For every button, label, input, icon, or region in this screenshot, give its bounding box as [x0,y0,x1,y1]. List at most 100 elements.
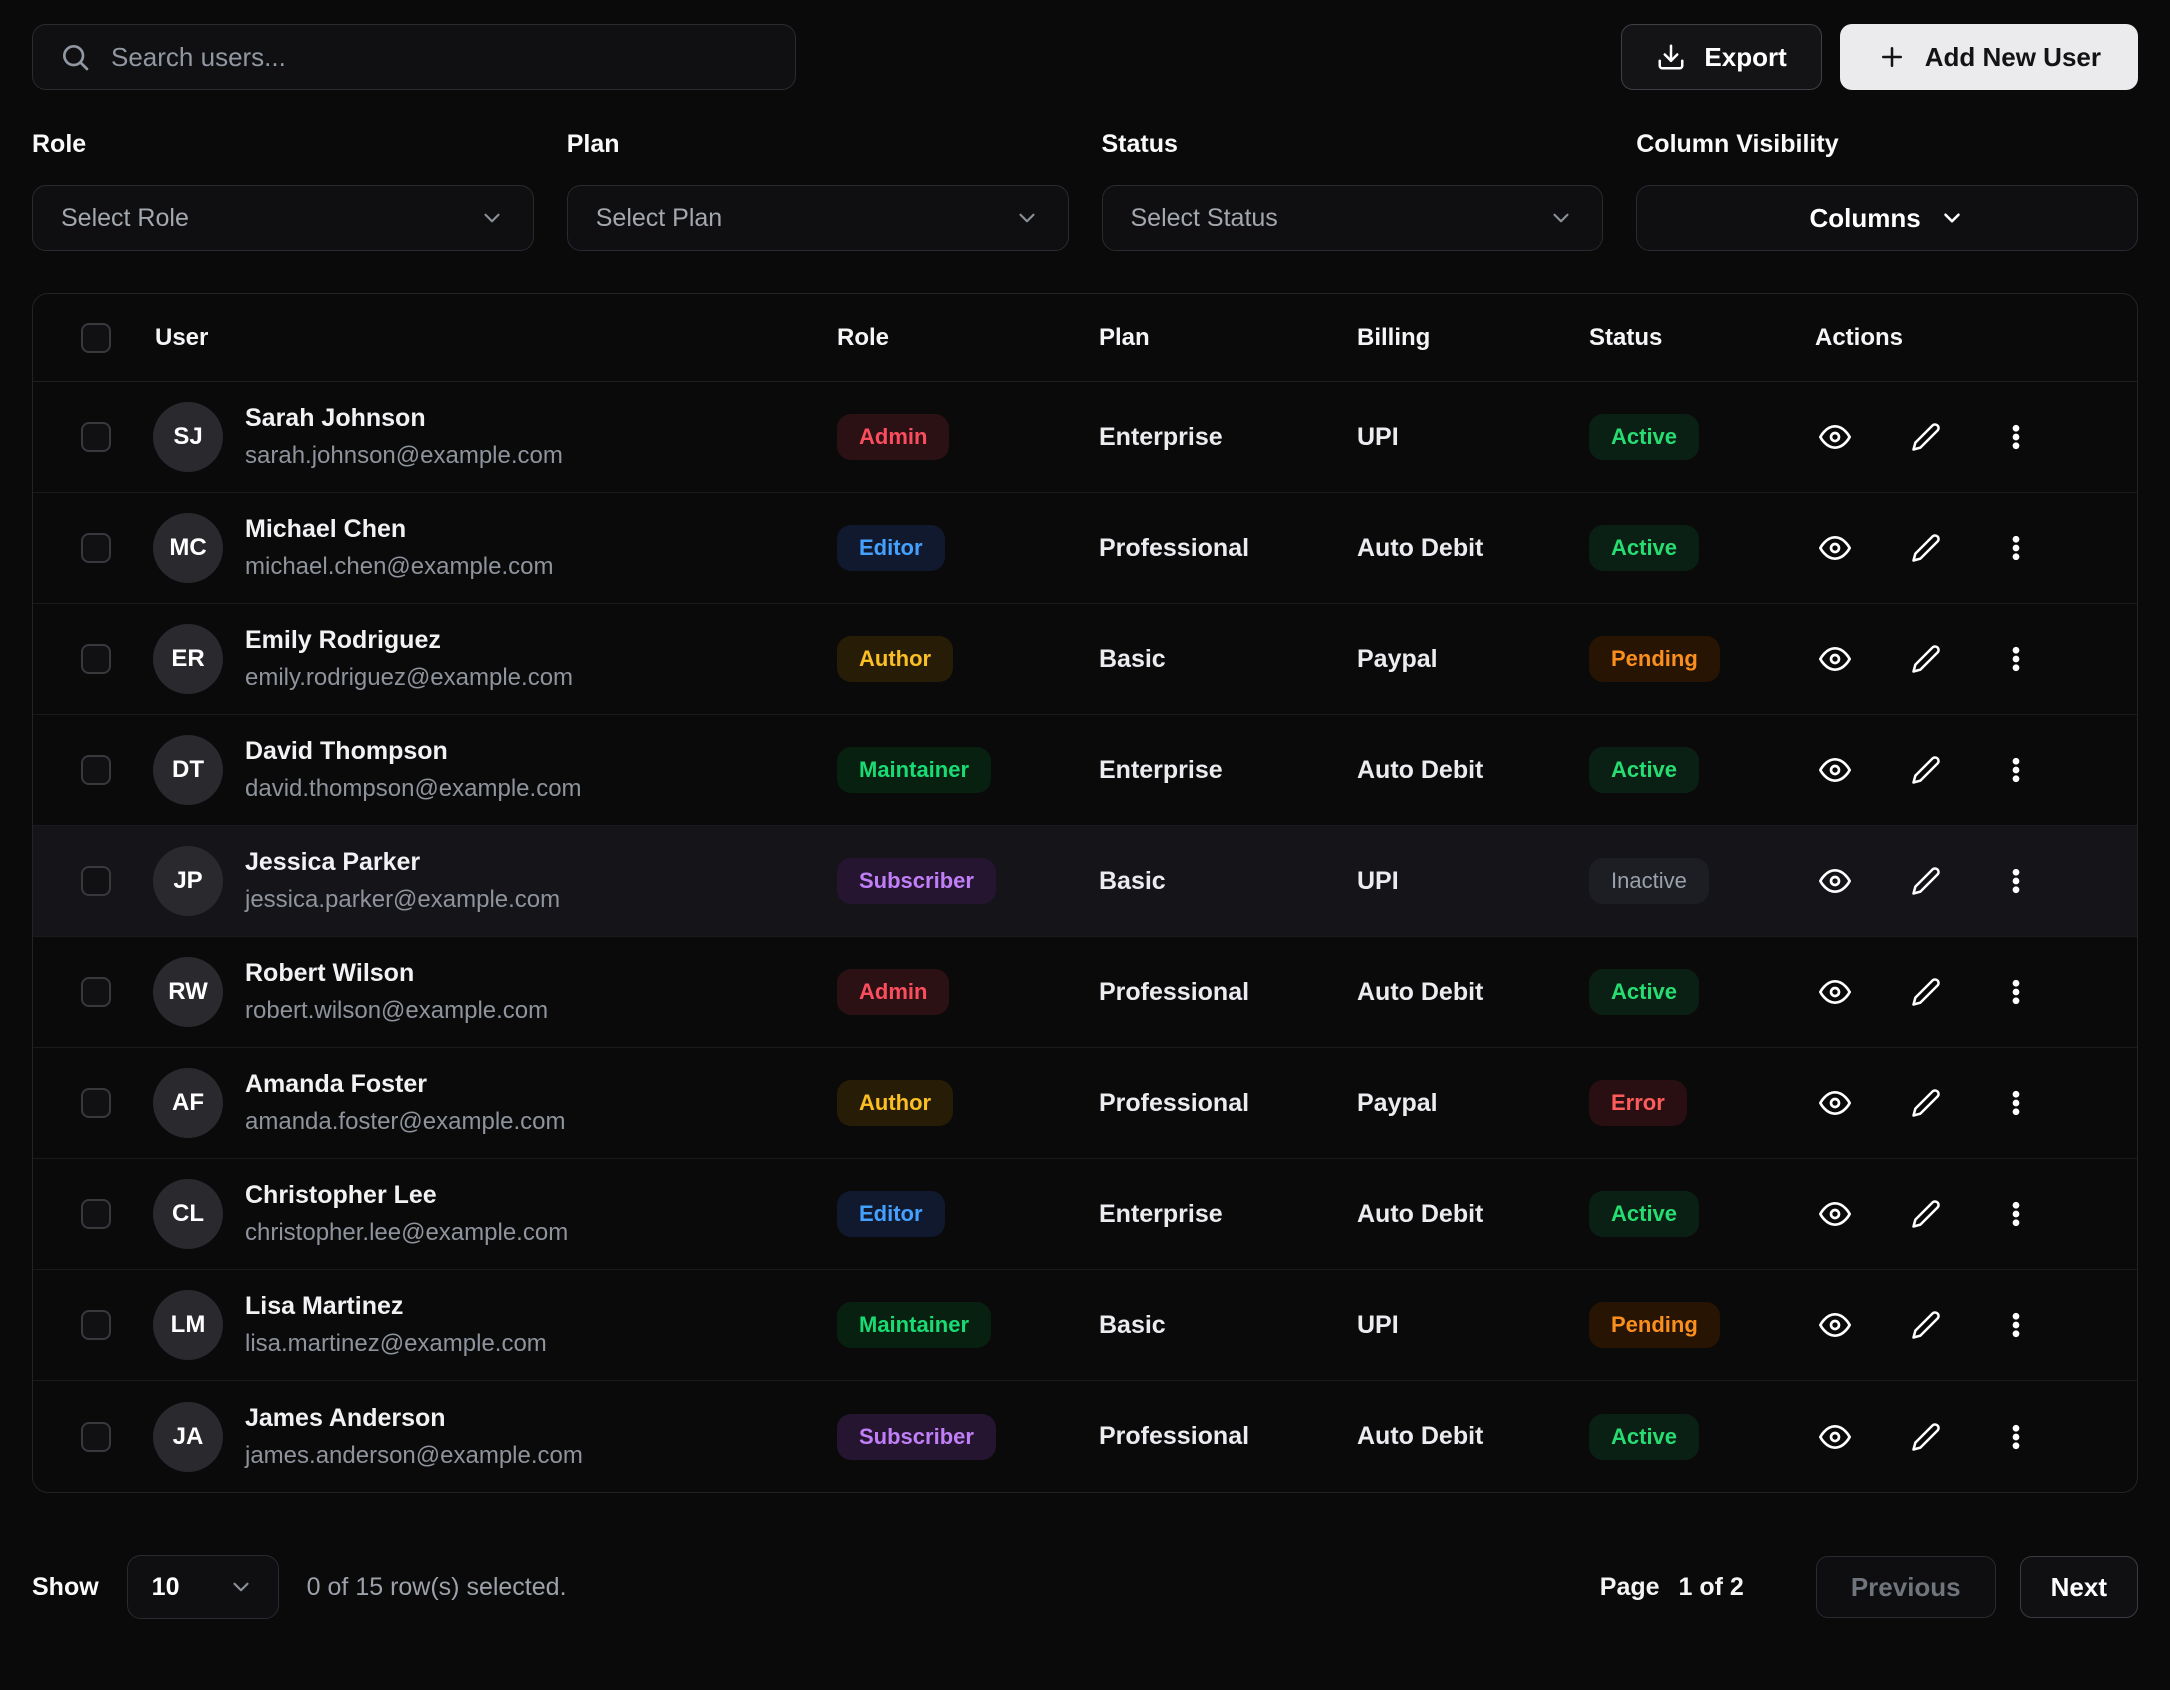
plan-value: Basic [1099,1310,1166,1339]
plus-icon [1877,42,1907,72]
vertical-dots-icon [2001,1422,2031,1452]
edit-button[interactable] [1907,973,1945,1011]
download-icon [1656,42,1686,72]
more-actions-button[interactable] [1997,640,2035,678]
edit-button[interactable] [1907,640,1945,678]
table-row: JP Jessica Parker jessica.parker@example… [33,826,2137,937]
view-button[interactable] [1815,528,1855,568]
edit-button[interactable] [1907,529,1945,567]
avatar: SJ [153,402,223,472]
plan-value: Enterprise [1099,1199,1223,1228]
more-actions-button[interactable] [1997,1195,2035,1233]
user-cell: CL Christopher Lee christopher.lee@examp… [123,1179,837,1249]
role-badge: Author [837,636,954,682]
edit-button[interactable] [1907,418,1945,456]
vertical-dots-icon [2001,422,2031,452]
row-actions [1801,1194,2137,1234]
row-checkbox[interactable] [81,422,111,452]
view-button[interactable] [1815,861,1855,901]
role-select[interactable]: Select Role [32,185,534,251]
page-size-select[interactable]: 10 [126,1555,279,1619]
columns-dropdown-button[interactable]: Columns [1636,185,2138,251]
table-row: MC Michael Chen michael.chen@example.com… [33,493,2137,604]
eye-icon [1819,421,1851,453]
billing-value: UPI [1357,866,1399,895]
edit-button[interactable] [1907,862,1945,900]
user-cell: RW Robert Wilson robert.wilson@example.c… [123,957,837,1027]
view-button[interactable] [1815,750,1855,790]
page-label: Page [1599,1572,1660,1601]
pencil-icon [1911,422,1941,452]
role-badge: Subscriber [837,1413,996,1460]
table-row: RW Robert Wilson robert.wilson@example.c… [33,937,2137,1048]
search-input[interactable] [111,41,769,73]
avatar: DT [153,735,223,805]
user-name: David Thompson [245,737,448,765]
more-actions-button[interactable] [1997,1418,2035,1456]
footer-left: Show 10 0 of 15 row(s) selected. [32,1555,567,1619]
billing-value: Auto Debit [1357,1422,1484,1450]
eye-icon [1819,865,1851,897]
row-checkbox[interactable] [81,1088,111,1118]
search-box[interactable] [32,24,796,90]
row-actions [1801,861,2137,901]
row-checkbox[interactable] [81,755,111,785]
edit-button[interactable] [1907,1306,1945,1344]
billing-value: Auto Debit [1357,1199,1484,1228]
avatar: ER [153,624,223,694]
row-checkbox[interactable] [81,977,111,1007]
edit-button[interactable] [1907,751,1945,789]
eye-icon [1819,643,1851,675]
eye-icon [1819,1309,1851,1341]
pencil-icon [1911,866,1941,896]
more-actions-button[interactable] [1997,862,2035,900]
user-name: Robert Wilson [245,959,415,987]
more-actions-button[interactable] [1997,1306,2035,1344]
show-label: Show [32,1572,99,1601]
row-checkbox[interactable] [81,1421,111,1452]
chevron-down-icon [1548,205,1574,231]
columns-button-label: Columns [1809,202,1921,233]
view-button[interactable] [1815,1417,1855,1457]
previous-page-button[interactable]: Previous [1815,1556,1996,1618]
more-actions-button[interactable] [1997,529,2035,567]
view-button[interactable] [1815,1083,1855,1123]
edit-button[interactable] [1907,1195,1945,1233]
user-email: amanda.foster@example.com [245,1108,566,1135]
next-page-button[interactable]: Next [2019,1556,2138,1618]
row-checkbox[interactable] [81,533,111,563]
more-actions-button[interactable] [1997,1084,2035,1122]
page-value: 1 of 2 [1678,1572,1744,1601]
user-email: emily.rodriguez@example.com [245,664,574,691]
select-all-checkbox[interactable] [81,322,111,353]
more-actions-button[interactable] [1997,751,2035,789]
table-header-row: User Role Plan Billing Status Actions [33,294,2137,382]
plan-select[interactable]: Select Plan [566,185,1069,251]
status-badge: Active [1589,525,1700,571]
row-checkbox[interactable] [81,1310,111,1340]
export-button[interactable]: Export [1621,24,1822,90]
user-name: Lisa Martinez [245,1292,404,1320]
add-new-user-button[interactable]: Add New User [1839,24,2138,90]
row-checkbox[interactable] [81,1199,111,1229]
edit-button[interactable] [1907,1418,1945,1456]
status-select[interactable]: Select Status [1101,185,1604,251]
view-button[interactable] [1815,1194,1855,1234]
row-checkbox[interactable] [81,866,111,896]
avatar: MC [153,513,223,583]
header-user: User [155,323,209,351]
eye-icon [1819,976,1851,1008]
view-button[interactable] [1815,1305,1855,1345]
status-badge: Active [1589,414,1700,460]
view-button[interactable] [1815,417,1855,457]
view-button[interactable] [1815,972,1855,1012]
pencil-icon [1911,977,1941,1007]
more-actions-button[interactable] [1997,973,2035,1011]
chevron-down-icon [479,205,505,231]
user-name: Amanda Foster [245,1070,427,1098]
view-button[interactable] [1815,639,1855,679]
edit-button[interactable] [1907,1084,1945,1122]
plan-value: Enterprise [1099,755,1223,784]
row-checkbox[interactable] [81,644,111,674]
more-actions-button[interactable] [1997,418,2035,456]
